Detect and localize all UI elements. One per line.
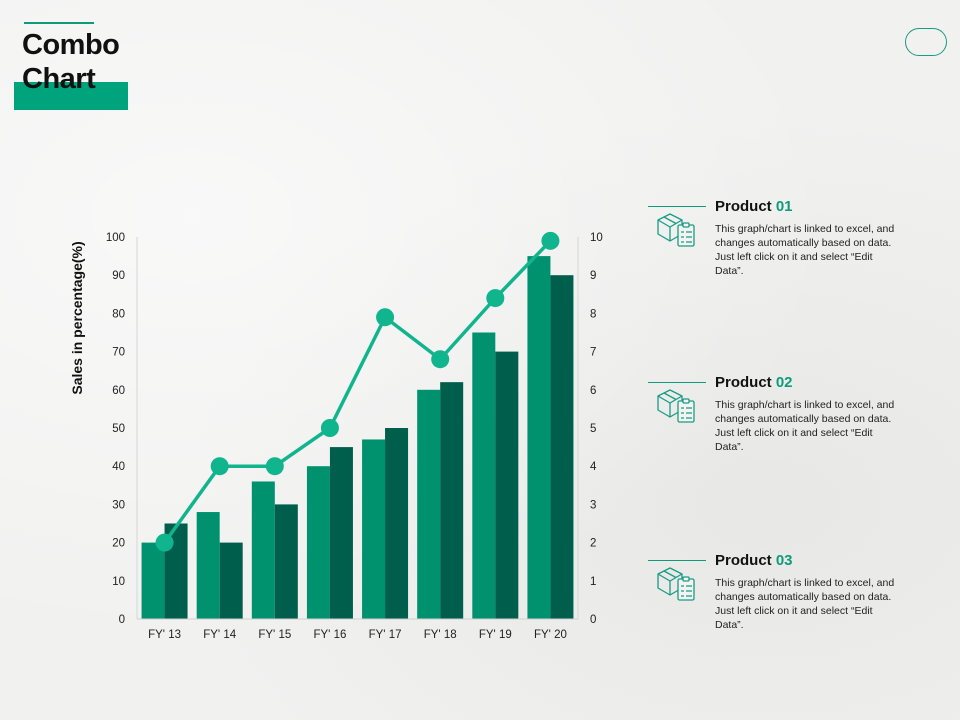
line-point-4 xyxy=(376,308,395,327)
left-tick-label: 70 xyxy=(112,347,125,359)
box-clipboard-icon xyxy=(657,389,695,423)
bar-series-2-6 xyxy=(495,351,519,619)
right-tick-label: 4 xyxy=(590,461,597,473)
product-title: Product 02 xyxy=(715,374,793,391)
bar-series-1-2 xyxy=(251,481,275,619)
bar-series-2-1 xyxy=(219,542,243,619)
x-tick-label: FY' 19 xyxy=(479,629,512,641)
decorative-pill-outline xyxy=(905,28,947,56)
right-tick-label: 5 xyxy=(590,423,596,435)
right-tick-label: 2 xyxy=(590,538,596,550)
left-axis-tick-labels: 0 10 20 30 40 50 60 70 80 90 100 xyxy=(106,232,125,626)
chart-bars xyxy=(141,256,574,619)
line-point-0 xyxy=(155,533,174,552)
product-divider-line xyxy=(648,382,706,383)
line-point-1 xyxy=(210,457,229,476)
right-tick-label: 0 xyxy=(590,614,596,626)
right-tick-label: 7 xyxy=(590,347,596,359)
line-point-7 xyxy=(541,231,560,250)
product-title: Product 01 xyxy=(715,198,793,215)
x-tick-label: FY' 15 xyxy=(258,629,291,641)
left-tick-label: 0 xyxy=(119,614,125,626)
left-tick-label: 100 xyxy=(106,232,125,244)
left-tick-label: 40 xyxy=(112,461,125,473)
slide-title: Combo Chart xyxy=(22,28,134,96)
product-divider-line xyxy=(648,560,706,561)
left-tick-label: 90 xyxy=(112,270,125,282)
x-tick-label: FY' 17 xyxy=(369,629,402,641)
x-tick-label: FY' 16 xyxy=(313,629,346,641)
product-title: Product 03 xyxy=(715,552,793,569)
left-tick-label: 20 xyxy=(112,538,125,550)
right-tick-label: 9 xyxy=(590,270,596,282)
right-tick-label: 8 xyxy=(590,308,596,320)
x-tick-label: FY' 20 xyxy=(534,629,567,641)
chart-axes xyxy=(136,237,579,620)
line-point-3 xyxy=(320,419,339,437)
product-divider-line xyxy=(648,206,706,207)
product-description: This graph/chart is linked to excel, and… xyxy=(715,399,895,453)
bar-series-2-4 xyxy=(385,428,409,619)
left-tick-label: 10 xyxy=(112,576,125,588)
chart-line-series xyxy=(155,231,560,552)
bar-series-2-3 xyxy=(329,447,353,619)
right-tick-label: 10 xyxy=(590,232,603,244)
product-description: This graph/chart is linked to excel, and… xyxy=(715,223,895,277)
bar-series-1-0 xyxy=(141,542,165,619)
y-axis-label: Sales in percentage(%) xyxy=(69,241,85,395)
product-item-3: Product 03 This graph/chart is linked to… xyxy=(648,552,928,664)
line-point-5 xyxy=(431,350,450,369)
bar-series-1-4 xyxy=(362,439,386,619)
product-item-2: Product 02 This graph/chart is linked to… xyxy=(648,374,928,486)
line-series-path xyxy=(163,239,552,544)
box-clipboard-icon xyxy=(657,567,695,601)
bar-series-1-1 xyxy=(196,512,220,619)
right-tick-label: 1 xyxy=(590,576,596,588)
left-tick-label: 80 xyxy=(112,308,125,320)
product-item-1: Product 01 This graph/chart is linked to… xyxy=(648,198,928,310)
right-axis-tick-labels: 0 1 2 3 4 5 6 7 8 9 10 xyxy=(590,232,603,626)
bar-series-2-7 xyxy=(550,275,574,619)
left-tick-label: 60 xyxy=(112,385,125,397)
bar-series-2-2 xyxy=(274,504,298,619)
slide-title-text: Combo Chart xyxy=(22,29,120,95)
bar-series-1-7 xyxy=(527,256,551,619)
box-clipboard-icon xyxy=(657,213,695,247)
right-tick-label: 6 xyxy=(590,385,596,397)
title-accent-bar xyxy=(14,82,128,110)
x-tick-label: FY' 13 xyxy=(148,629,181,641)
bar-series-1-3 xyxy=(306,466,330,619)
bar-series-1-5 xyxy=(417,389,441,619)
x-tick-label: FY' 14 xyxy=(203,629,236,641)
left-tick-label: 30 xyxy=(112,499,125,511)
line-point-2 xyxy=(265,457,284,476)
product-description: This graph/chart is linked to excel, and… xyxy=(715,577,895,631)
x-tick-label: FY' 18 xyxy=(424,629,457,641)
bar-series-1-6 xyxy=(472,332,496,619)
title-accent-line xyxy=(24,22,94,24)
x-axis-tick-labels: FY' 13 FY' 14 FY' 15 FY' 16 FY' 17 FY' 18 FY' … xyxy=(148,629,567,641)
left-tick-label: 50 xyxy=(112,423,125,435)
bar-series-2-5 xyxy=(440,382,464,619)
right-tick-label: 3 xyxy=(590,499,596,511)
line-point-6 xyxy=(486,289,505,308)
